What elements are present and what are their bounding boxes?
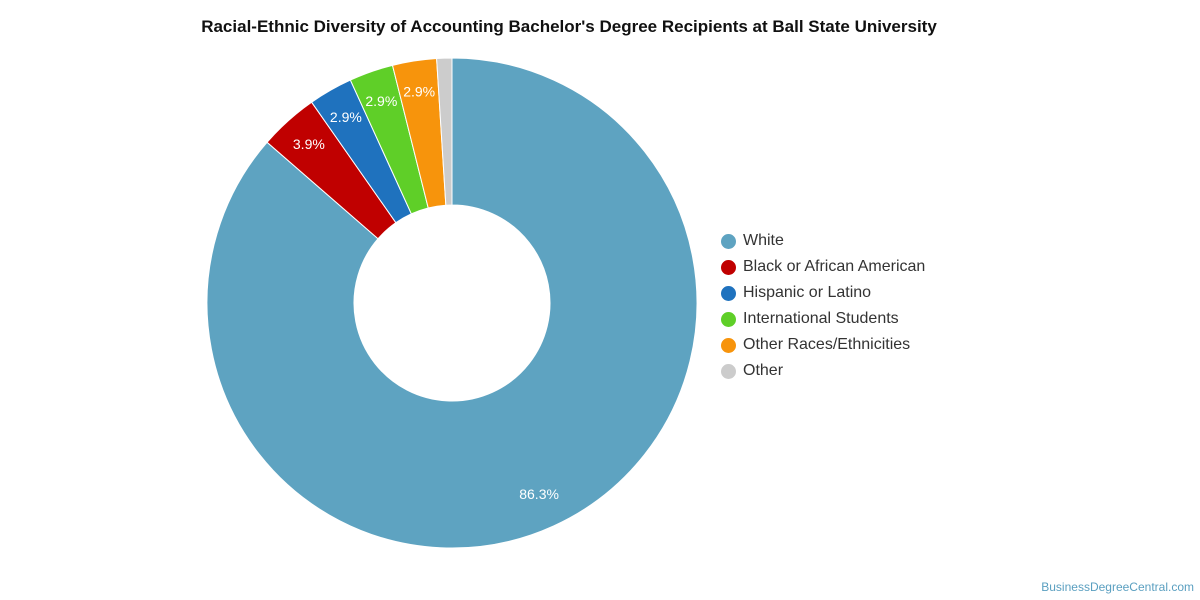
legend-label: Hispanic or Latino <box>743 284 872 301</box>
data-label-black-or-african-american: 3.9% <box>293 136 325 152</box>
legend-label: Black or African American <box>743 258 926 275</box>
legend: White Black or African American Hispanic o… <box>721 228 925 384</box>
legend-swatch <box>721 337 736 353</box>
legend-swatch <box>721 285 736 301</box>
data-label-white: 86.3% <box>519 486 559 502</box>
data-label-international-students: 2.9% <box>365 93 397 109</box>
legend-swatch <box>721 363 736 379</box>
legend-swatch <box>721 233 736 249</box>
slice-other[interactable] <box>436 57 453 206</box>
legend-item-hispanic-or-latino[interactable]: Hispanic or Latino <box>721 280 925 306</box>
legend-label: Other Races/Ethnicities <box>743 336 911 353</box>
legend-label: International Students <box>743 310 899 327</box>
legend-item-other-races-ethnicities[interactable]: Other Races/Ethnicities <box>721 332 925 358</box>
legend-item-black-or-african-american[interactable]: Black or African American <box>721 254 925 280</box>
slice-white[interactable] <box>206 57 698 549</box>
chart-title: Racial-Ethnic Diversity of Accounting Ba… <box>201 17 937 36</box>
data-label-hispanic-or-latino: 2.9% <box>330 109 362 125</box>
legend-item-international-students[interactable]: International Students <box>721 306 925 332</box>
site-credit[interactable]: BusinessDegreeCentral.com <box>1041 580 1194 594</box>
legend-item-white[interactable]: White <box>721 228 925 254</box>
legend-swatch <box>721 311 736 327</box>
legend-swatch <box>721 259 736 275</box>
legend-label: White <box>743 232 784 249</box>
legend-item-other[interactable]: Other <box>721 358 925 384</box>
legend-label: Other <box>743 362 784 379</box>
data-label-other-races-ethnicities: 2.9% <box>403 84 435 100</box>
